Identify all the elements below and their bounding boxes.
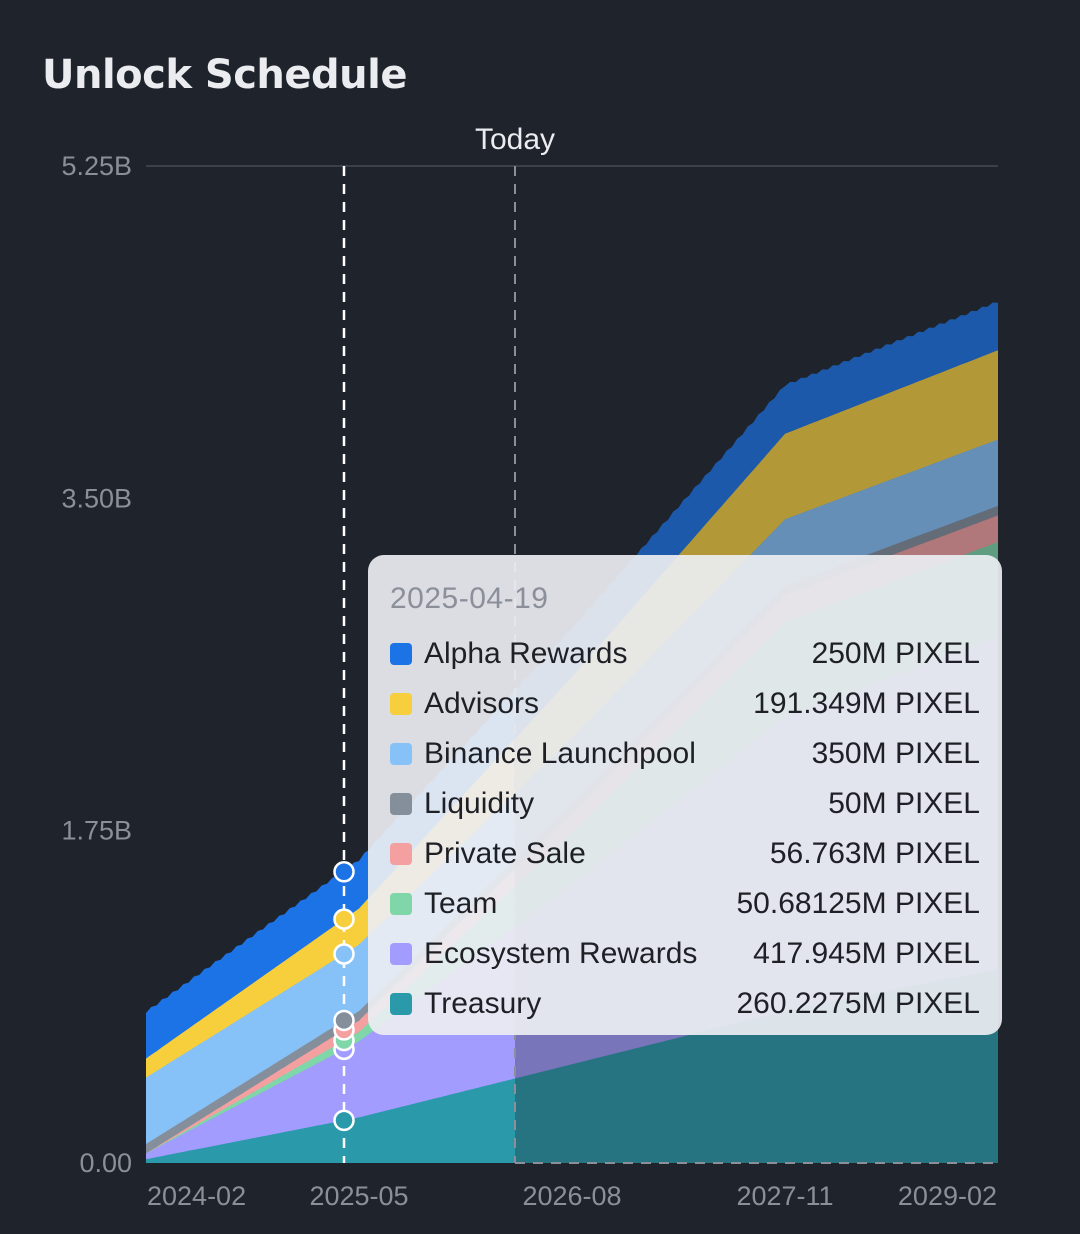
swatch-alpha-rewards xyxy=(390,643,412,665)
row-name: Team xyxy=(424,887,498,920)
row-value: 260.2275M PIXEL xyxy=(736,987,980,1020)
x-tick-label: 2025-05 xyxy=(309,1181,408,1211)
x-tick-label: 2029-02 xyxy=(898,1181,997,1211)
x-tick-label: 2027-11 xyxy=(736,1181,833,1211)
area-liquidity xyxy=(146,857,515,1154)
overlay-layer: Today xyxy=(333,123,998,1164)
area-treasury xyxy=(146,1076,515,1163)
swatch-team xyxy=(390,893,412,915)
row-value: 50M PIXEL xyxy=(828,787,980,820)
tooltip-row-treasury: Treasury 260.2275M PIXEL xyxy=(390,979,980,1029)
area-ecosystem-rewards xyxy=(146,924,515,1160)
tooltip-row-binance-launchpool: Binance Launchpool 350M PIXEL xyxy=(390,729,980,779)
tooltip-row-alpha-rewards: Alpha Rewards 250M PIXEL xyxy=(390,629,980,679)
x-tick-label: 2024-02 xyxy=(147,1181,246,1211)
area-future-private-sale xyxy=(515,515,998,886)
tooltip-date: 2025-04-19 xyxy=(390,582,549,615)
swatch-advisors xyxy=(390,693,412,715)
tooltip-row-ecosystem-rewards: Ecosystem Rewards 417.945M PIXEL xyxy=(390,929,980,979)
marker-treasury xyxy=(333,1109,355,1132)
area-future-binance-launchpool xyxy=(515,439,998,860)
axis-layer: 0.00 1.75B 3.50B 5.25B 2024-02 2025-05 2026-08… xyxy=(61,151,997,1211)
y-tick-label: 1.75B xyxy=(61,816,132,846)
row-name: Treasury xyxy=(424,987,542,1020)
tooltip-rows: Alpha Rewards 250M PIXEL Advisors 191.34… xyxy=(390,629,980,1029)
row-value: 417.945M PIXEL xyxy=(753,937,980,970)
page-title: Unlock Schedule xyxy=(42,52,407,98)
marker-liquidity xyxy=(333,1009,355,1032)
tooltip-row-private-sale: Private Sale 56.763M PIXEL xyxy=(390,829,980,879)
row-name: Advisors xyxy=(424,687,540,720)
marker-alpha-rewards xyxy=(333,861,355,883)
area-binance-launchpool xyxy=(146,791,515,1144)
row-value: 191.349M PIXEL xyxy=(753,687,980,720)
row-name: Alpha Rewards xyxy=(424,637,628,670)
row-name: Liquidity xyxy=(424,787,535,820)
swatch-binance-launchpool xyxy=(390,743,412,765)
tooltip: 2025-04-19 Alpha Rewards 250M PIXEL Advi… xyxy=(368,555,1002,1035)
row-value: 56.763M PIXEL xyxy=(769,837,980,870)
row-value: 250M PIXEL xyxy=(811,637,980,670)
marker-binance-launchpool xyxy=(333,943,355,965)
y-tick-label: 5.25B xyxy=(61,151,132,181)
swatch-private-sale xyxy=(390,843,412,865)
area-future-alpha-rewards xyxy=(515,302,998,739)
tooltip-row-team: Team 50.68125M PIXEL xyxy=(390,879,980,929)
row-name: Private Sale xyxy=(424,837,586,870)
today-label: Today xyxy=(475,123,555,156)
swatch-treasury xyxy=(390,993,412,1015)
x-tick-label: 2026-08 xyxy=(522,1181,621,1211)
row-value: 350M PIXEL xyxy=(811,737,980,770)
swatch-ecosystem-rewards xyxy=(390,943,412,965)
swatch-liquidity xyxy=(390,793,412,815)
tooltip-row-advisors: Advisors 191.349M PIXEL xyxy=(390,679,980,729)
area-alpha-rewards xyxy=(146,689,515,1059)
marker-advisors xyxy=(333,908,355,930)
row-name: Binance Launchpool xyxy=(424,737,696,770)
y-tick-label: 0.00 xyxy=(79,1148,132,1178)
area-future-advisors xyxy=(515,350,998,793)
row-value: 50.68125M PIXEL xyxy=(736,887,980,920)
y-tick-label: 3.50B xyxy=(61,483,132,513)
row-name: Ecosystem Rewards xyxy=(424,937,698,970)
tooltip-row-liquidity: Liquidity 50M PIXEL xyxy=(390,779,980,829)
areas-past xyxy=(146,689,515,1163)
